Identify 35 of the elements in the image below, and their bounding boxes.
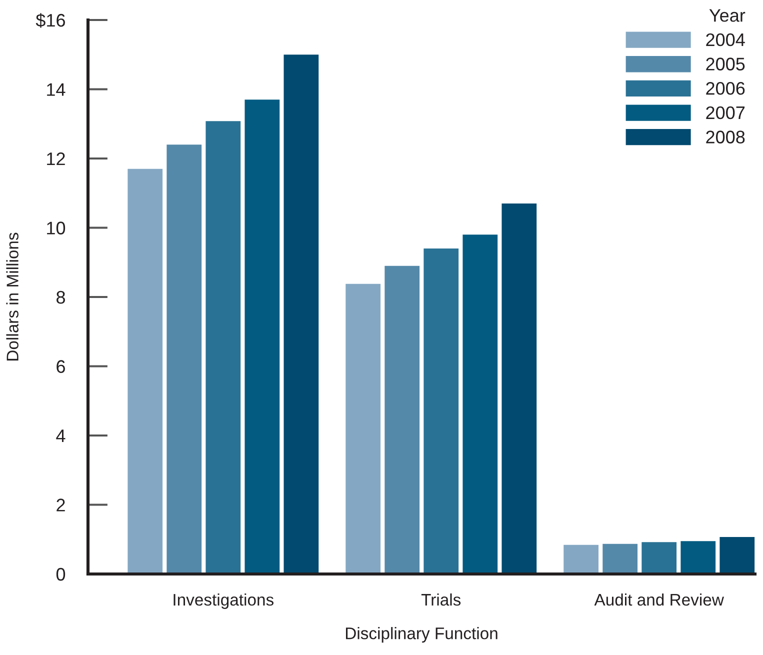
legend-label: 2008	[706, 130, 745, 144]
bar	[346, 284, 381, 574]
bar	[206, 121, 241, 574]
bar	[244, 100, 280, 574]
bar	[602, 544, 638, 574]
y-tick-label: 10	[47, 222, 66, 234]
bar	[166, 144, 202, 574]
y-tick-label: 12	[47, 152, 65, 166]
y-tick-label: 0	[56, 568, 66, 581]
x-tick-label: Trials	[421, 593, 461, 606]
y-tick-label: 4	[56, 430, 66, 442]
y-axis-title: Dollars in Millions	[6, 232, 18, 360]
legend-label: 2006	[706, 82, 745, 95]
bar	[720, 536, 755, 574]
legend-label: 2007	[706, 106, 745, 120]
x-tick-label: Investigations	[174, 593, 274, 609]
bar	[502, 204, 537, 574]
y-tick-label: 14	[47, 83, 66, 96]
y-tick-label: 6	[56, 360, 65, 373]
bar	[128, 168, 163, 574]
x-tick-label: Audit and Review	[594, 593, 724, 606]
legend-title: Year	[709, 9, 746, 22]
bar	[424, 248, 459, 574]
bar	[564, 544, 598, 574]
bar	[462, 234, 498, 574]
bar	[680, 541, 716, 574]
legend-label: 2005	[706, 58, 745, 70]
y-tick-label: 2	[56, 498, 65, 512]
legend-label: 2004	[706, 33, 745, 46]
y-tick-label: $16	[36, 13, 65, 28]
bar	[642, 542, 677, 574]
bar	[384, 266, 420, 574]
y-tick-label: 8	[56, 290, 65, 304]
bar	[284, 54, 319, 574]
x-axis-title: Disciplinary Function	[346, 627, 498, 643]
